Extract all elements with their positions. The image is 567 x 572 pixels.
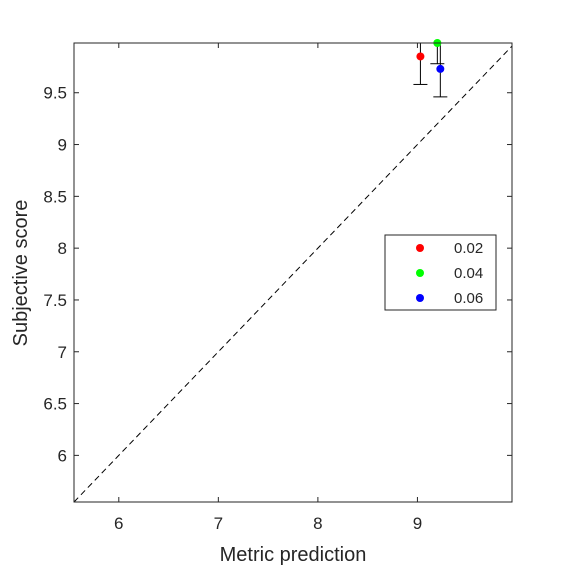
legend-label-0.02: 0.02 [454, 240, 483, 257]
x-axis-title: Metric prediction [220, 544, 367, 566]
y-tick-label: 9 [58, 136, 67, 155]
legend-marker-0.04 [416, 269, 424, 277]
y-tick-label: 7.5 [43, 291, 67, 310]
legend-marker-0.06 [416, 294, 424, 302]
data-point-0.02 [416, 52, 425, 61]
axes-box [73, 42, 513, 503]
plot-area [73, 39, 513, 503]
x-tick-label: 8 [313, 514, 322, 533]
y-tick-label: 9.5 [43, 84, 67, 103]
legend-box [384, 234, 497, 311]
y-tick-label: 6.5 [43, 395, 67, 414]
x-tick-label: 6 [114, 514, 123, 533]
x-tick-label: 9 [413, 514, 422, 533]
legend-marker-0.02 [416, 244, 424, 252]
y-tick-label: 8.5 [43, 187, 67, 206]
legend: 0.02 0.04 0.06 [384, 234, 497, 311]
axes: 6 7 8 9 6 6.5 7 7.5 8 8.5 9 9.5 [43, 42, 513, 533]
legend-label-0.06: 0.06 [454, 290, 483, 307]
y-tick-label: 7 [58, 343, 67, 362]
reference-diagonal-line [73, 45, 513, 503]
legend-label-0.04: 0.04 [454, 265, 483, 282]
y-axis-title: Subjective score [10, 200, 32, 347]
y-tick-label: 8 [58, 239, 67, 258]
x-tick-label: 7 [214, 514, 223, 533]
y-tick-label: 6 [58, 446, 67, 465]
data-point-0.06 [436, 64, 445, 73]
